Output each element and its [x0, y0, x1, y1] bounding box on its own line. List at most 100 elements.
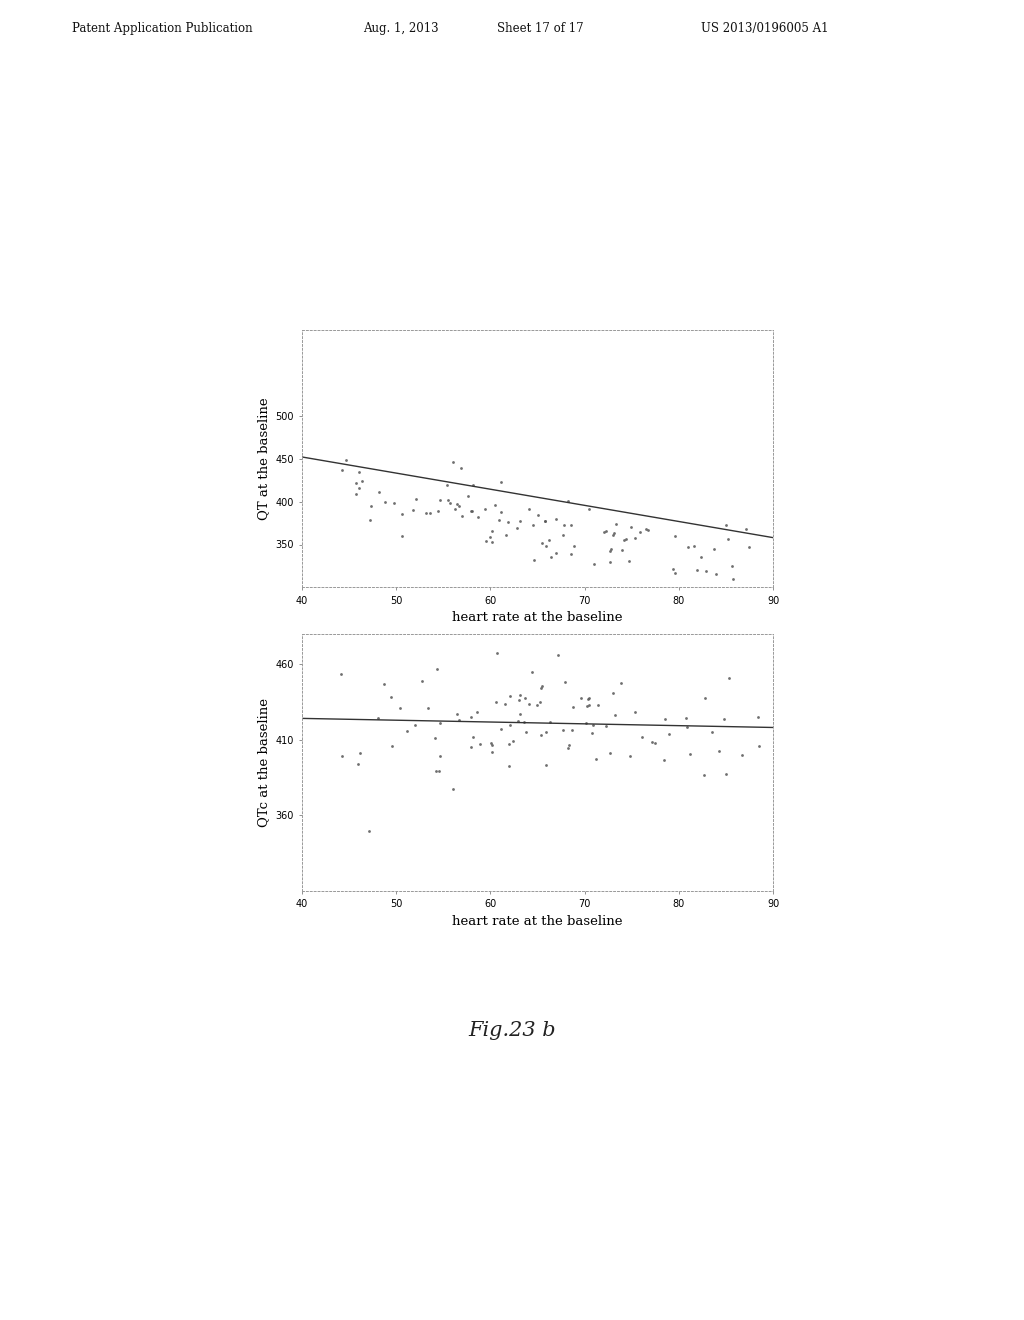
Point [537, 511, 553, 532]
Point [383, 686, 399, 708]
Point [518, 721, 535, 742]
Point [469, 701, 485, 722]
Point [607, 705, 624, 726]
Point [465, 475, 481, 496]
Point [602, 742, 618, 763]
Point [483, 742, 500, 763]
Point [590, 694, 606, 715]
Text: US 2013/0196005 A1: US 2013/0196005 A1 [701, 22, 829, 36]
Point [627, 702, 643, 723]
Point [463, 737, 479, 758]
Point [705, 722, 721, 743]
Point [476, 498, 493, 519]
Point [596, 521, 612, 543]
Text: Fig.23 b: Fig.23 b [468, 1022, 556, 1040]
Point [665, 558, 681, 579]
Point [716, 709, 732, 730]
Point [441, 492, 458, 513]
Point [541, 529, 557, 550]
Point [616, 529, 633, 550]
Point [364, 495, 380, 516]
Point [404, 499, 421, 520]
Point [613, 540, 630, 561]
Point [352, 743, 369, 764]
Point [430, 500, 446, 521]
Point [621, 550, 637, 572]
Point [543, 546, 559, 568]
Point [539, 721, 555, 742]
Point [689, 560, 706, 581]
Point [510, 689, 526, 710]
Point [333, 664, 349, 685]
Point [338, 449, 354, 470]
Point [561, 734, 578, 755]
Text: Sheet 17 of 17: Sheet 17 of 17 [497, 22, 584, 36]
Point [348, 483, 365, 504]
Point [585, 714, 601, 735]
X-axis label: heart rate at the baseline: heart rate at the baseline [453, 611, 623, 624]
Point [550, 644, 566, 665]
Point [494, 719, 510, 741]
Point [607, 513, 624, 535]
Point [463, 500, 479, 521]
Point [421, 503, 437, 524]
Point [471, 734, 487, 755]
Point [449, 494, 465, 515]
Point [737, 519, 754, 540]
Point [678, 708, 694, 729]
Point [418, 503, 434, 524]
Point [588, 748, 604, 770]
Point [563, 719, 580, 741]
Point [493, 502, 509, 523]
Point [350, 754, 367, 775]
Point [740, 536, 757, 557]
Point [548, 543, 564, 564]
Point [602, 550, 618, 572]
Point [534, 532, 550, 553]
X-axis label: heart rate at the baseline: heart rate at the baseline [453, 915, 623, 928]
Point [556, 671, 572, 692]
Point [420, 697, 436, 718]
Point [360, 820, 377, 841]
Point [538, 536, 554, 557]
Point [334, 459, 350, 480]
Point [697, 560, 714, 581]
Point [708, 564, 724, 585]
Point [521, 693, 538, 714]
Point [492, 510, 508, 531]
Point [586, 554, 602, 576]
Point [429, 659, 445, 680]
Point [524, 515, 541, 536]
Point [350, 461, 367, 482]
Point [484, 532, 501, 553]
Point [706, 539, 722, 560]
Point [644, 731, 660, 752]
Point [563, 544, 580, 565]
Point [580, 689, 596, 710]
Point [511, 684, 527, 705]
Point [463, 706, 479, 727]
Point [482, 527, 499, 548]
Point [408, 488, 424, 510]
Point [430, 760, 446, 781]
Point [602, 540, 618, 561]
Point [680, 536, 696, 557]
Point [556, 515, 572, 536]
Point [407, 714, 423, 735]
Point [486, 495, 503, 516]
Point [656, 708, 673, 729]
Point [460, 486, 476, 507]
Point [487, 692, 504, 713]
Point [438, 475, 455, 496]
Point [563, 515, 580, 536]
Point [426, 727, 442, 748]
Point [696, 764, 713, 785]
Point [605, 525, 622, 546]
Point [370, 708, 386, 729]
Point [555, 719, 571, 741]
Point [505, 730, 521, 751]
Y-axis label: QTc at the baseline: QTc at the baseline [257, 698, 269, 826]
Point [537, 511, 553, 532]
Point [627, 527, 643, 548]
Point [560, 491, 577, 512]
